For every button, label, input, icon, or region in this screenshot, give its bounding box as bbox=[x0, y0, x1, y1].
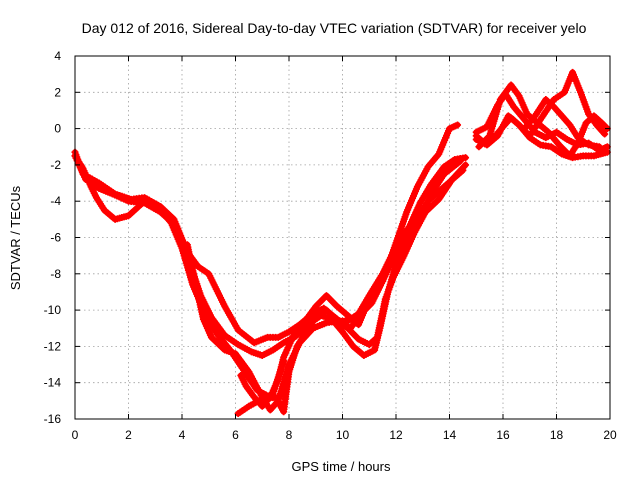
y-tick-label: -2 bbox=[50, 158, 61, 172]
y-axis-label: SDTVAR / TECUs bbox=[8, 185, 23, 290]
x-tick-label: 20 bbox=[603, 428, 617, 442]
y-tick-label: -8 bbox=[50, 267, 61, 281]
y-tick-label: -6 bbox=[50, 231, 61, 245]
x-tick-label: 14 bbox=[443, 428, 457, 442]
data-point-marker bbox=[280, 357, 288, 365]
x-tick-label: 10 bbox=[336, 428, 350, 442]
y-tick-label: -14 bbox=[44, 376, 62, 390]
x-axis-label: GPS time / hours bbox=[292, 459, 391, 474]
y-tick-labels: -16 -14 -12 -10 -8 -6 -4 -2 0 2 4 bbox=[44, 49, 62, 426]
gridlines bbox=[75, 56, 610, 419]
data-point-marker bbox=[601, 130, 609, 138]
y-tick-label: -16 bbox=[44, 412, 62, 426]
y-tick-label: -4 bbox=[50, 194, 61, 208]
data-point-marker bbox=[462, 161, 470, 169]
series-track-11 bbox=[520, 96, 603, 151]
data-point-marker bbox=[454, 121, 462, 129]
x-tick-label: 6 bbox=[232, 428, 239, 442]
data-point-marker bbox=[595, 143, 603, 151]
series-track-5 bbox=[234, 166, 467, 418]
x-tick-label: 18 bbox=[550, 428, 564, 442]
y-tick-label: 0 bbox=[54, 122, 61, 136]
series-track-3 bbox=[71, 152, 464, 401]
series-track-2 bbox=[71, 152, 470, 359]
y-tick-label: 2 bbox=[54, 85, 61, 99]
data-point-marker bbox=[462, 154, 470, 162]
x-tick-label: 4 bbox=[179, 428, 186, 442]
series-track-10 bbox=[472, 68, 609, 149]
y-tick-label: 4 bbox=[54, 49, 61, 63]
chart-title: Day 012 of 2016, Sidereal Day-to-day VTE… bbox=[82, 20, 587, 36]
x-tick-label: 12 bbox=[389, 428, 403, 442]
axis-ticks bbox=[74, 55, 611, 420]
x-tick-labels: 0 2 4 6 8 10 12 14 16 18 20 bbox=[72, 428, 617, 442]
data-point-marker bbox=[459, 166, 467, 174]
x-tick-label: 0 bbox=[72, 428, 79, 442]
x-tick-label: 8 bbox=[286, 428, 293, 442]
x-tick-label: 2 bbox=[125, 428, 132, 442]
y-tick-label: -10 bbox=[44, 303, 62, 317]
data-series bbox=[71, 68, 611, 418]
series-line bbox=[72, 152, 464, 401]
series-track-6 bbox=[237, 357, 288, 410]
y-tick-label: -12 bbox=[44, 339, 62, 353]
data-point-marker bbox=[456, 157, 464, 165]
x-tick-label: 16 bbox=[496, 428, 510, 442]
